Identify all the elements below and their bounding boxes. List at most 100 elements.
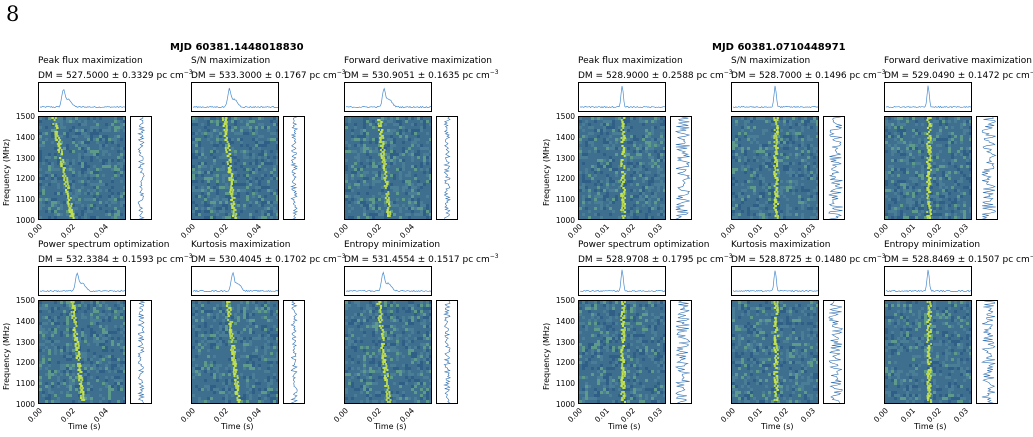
waterfall bbox=[344, 116, 432, 220]
y-tick-label: 1500 bbox=[15, 112, 35, 121]
subplot-panel: Peak flux maximization DM = 527.5000 ± 0.… bbox=[2, 56, 193, 240]
waterfall bbox=[191, 300, 279, 404]
x-tick-label: 0.01 bbox=[745, 222, 764, 241]
panel-title: S/N maximization DM = 533.3000 ± 0.1767 p… bbox=[191, 56, 346, 82]
profile-line bbox=[732, 270, 818, 293]
spectrum-line bbox=[981, 117, 997, 219]
group-title: MJD 60381.1448018830 bbox=[170, 42, 304, 53]
dm-value: DM = 528.9708 ± 0.1795 pc cm−3 bbox=[578, 251, 733, 266]
subplot-panel: Entropy minimization DM = 528.8469 ± 0.15… bbox=[872, 240, 1033, 431]
x-tick-label: 0.04 bbox=[245, 222, 264, 241]
subplot-panel: Power spectrum optimization DM = 528.9708… bbox=[542, 240, 733, 431]
dm-text: DM = 528.9708 ± 0.1795 pc cm bbox=[578, 255, 724, 265]
x-tick-label: 0.03 bbox=[645, 406, 664, 425]
dm-text: DM = 532.3384 ± 0.1593 pc cm bbox=[38, 255, 184, 265]
x-axis-label: Time (s) bbox=[221, 422, 254, 431]
spectrum-line bbox=[137, 301, 146, 403]
dm-value: DM = 530.4045 ± 0.1702 pc cm−3 bbox=[191, 251, 346, 266]
waterfall bbox=[731, 300, 819, 404]
x-tick-label: 0.02 bbox=[365, 222, 384, 241]
subplot-panel: Forward derivative maximization DM = 529.… bbox=[872, 56, 1033, 240]
x-axis-label: Time (s) bbox=[761, 422, 794, 431]
y-tick-label: 1300 bbox=[15, 153, 35, 163]
x-tick-label: 0.02 bbox=[212, 222, 231, 241]
waterfall bbox=[38, 116, 126, 220]
y-tick-label: 1500 bbox=[555, 112, 575, 121]
dm-unit-exponent: −3 bbox=[489, 69, 499, 76]
profile-line bbox=[885, 85, 971, 109]
dm-text: DM = 528.8725 ± 0.1480 pc cm bbox=[731, 255, 877, 265]
y-tick-label: 1000 bbox=[555, 400, 575, 409]
dm-text: DM = 528.9000 ± 0.2588 pc cm bbox=[578, 71, 724, 81]
method-name: Power spectrum optimization bbox=[38, 240, 170, 250]
dm-text: DM = 531.4554 ± 0.1517 pc cm bbox=[344, 255, 490, 265]
x-axis-label: Time (s) bbox=[68, 422, 101, 431]
subplot-panel: S/N maximization DM = 528.7000 ± 0.1496 p… bbox=[719, 56, 885, 240]
subplot-panel: Entropy minimization DM = 531.4554 ± 0.15… bbox=[332, 240, 498, 431]
x-tick-label: 0.03 bbox=[645, 222, 664, 241]
dm-value: DM = 528.9000 ± 0.2588 pc cm−3 bbox=[578, 67, 733, 82]
x-tick-label: 0.02 bbox=[59, 222, 78, 241]
dm-value: DM = 527.5000 ± 0.3329 pc cm−3 bbox=[38, 67, 193, 82]
subplot-panel: Kurtosis maximization DM = 530.4045 ± 0.1… bbox=[179, 240, 345, 431]
method-name: Kurtosis maximization bbox=[191, 240, 291, 250]
spectrum bbox=[130, 116, 152, 220]
method-name: Kurtosis maximization bbox=[731, 240, 831, 250]
y-tick-label: 1100 bbox=[555, 195, 575, 205]
waterfall bbox=[884, 300, 972, 404]
profile-line bbox=[192, 87, 278, 109]
profile-line bbox=[580, 269, 665, 293]
profile-line bbox=[39, 88, 125, 109]
x-tick-label: 0.03 bbox=[951, 406, 970, 425]
panel-title: Power spectrum optimization DM = 528.9708… bbox=[578, 240, 733, 266]
x-tick-label: 0.03 bbox=[798, 222, 817, 241]
y-tick-label: 1000 bbox=[15, 216, 35, 225]
dm-unit-exponent: −3 bbox=[336, 69, 346, 76]
panel-title: Peak flux maximization DM = 528.9000 ± 0.… bbox=[578, 56, 733, 82]
subplot-panel: Forward derivative maximization DM = 530.… bbox=[332, 56, 498, 240]
panel-title: Kurtosis maximization DM = 530.4045 ± 0.1… bbox=[191, 240, 346, 266]
pulse-profile bbox=[344, 82, 432, 112]
method-name: Power spectrum optimization bbox=[578, 240, 710, 250]
dm-value: DM = 528.7000 ± 0.1496 pc cm−3 bbox=[731, 67, 886, 82]
spectrum-line bbox=[981, 301, 996, 403]
dm-text: DM = 528.7000 ± 0.1496 pc cm bbox=[731, 71, 877, 81]
pulse-profile bbox=[38, 82, 126, 112]
panel-title: Peak flux maximization DM = 527.5000 ± 0.… bbox=[38, 56, 193, 82]
x-tick-label: 0.04 bbox=[398, 222, 417, 241]
panel-title: Entropy minimization DM = 531.4554 ± 0.15… bbox=[344, 240, 499, 266]
profile-line bbox=[732, 85, 818, 109]
dm-unit-exponent: −3 bbox=[723, 69, 733, 76]
x-tick-label: 0.03 bbox=[951, 222, 970, 241]
dm-text: DM = 533.3000 ± 0.1767 pc cm bbox=[191, 71, 337, 81]
panel-title: Forward derivative maximization DM = 530.… bbox=[344, 56, 499, 82]
waterfall bbox=[731, 116, 819, 220]
spectrum bbox=[436, 116, 458, 220]
y-axis-label: Frequency (MHz) bbox=[2, 322, 11, 390]
spectrum bbox=[130, 300, 152, 404]
y-tick-label: 1400 bbox=[15, 316, 35, 326]
pulse-profile bbox=[191, 82, 279, 112]
page-number: 8 bbox=[6, 2, 20, 26]
method-name: S/N maximization bbox=[191, 56, 271, 66]
x-tick-label: 0.02 bbox=[772, 222, 791, 241]
panel-title: Power spectrum optimization DM = 532.3384… bbox=[38, 240, 193, 266]
profile-line bbox=[345, 87, 431, 109]
y-tick-label: 1200 bbox=[555, 174, 575, 184]
dm-value: DM = 528.8725 ± 0.1480 pc cm−3 bbox=[731, 251, 886, 266]
method-name: Forward derivative maximization bbox=[884, 56, 1032, 66]
method-name: Peak flux maximization bbox=[578, 56, 683, 66]
spectrum-line bbox=[828, 301, 843, 403]
y-tick-label: 1200 bbox=[555, 358, 575, 368]
waterfall bbox=[38, 300, 126, 404]
spectrum-line bbox=[290, 301, 298, 403]
spectrum bbox=[436, 300, 458, 404]
dm-unit-exponent: −3 bbox=[336, 253, 346, 260]
dm-unit-exponent: −3 bbox=[1029, 69, 1033, 76]
spectrum bbox=[823, 300, 845, 404]
y-tick-label: 1100 bbox=[15, 379, 35, 389]
spectrum-line bbox=[137, 117, 146, 219]
x-tick-label: 0.02 bbox=[619, 222, 638, 241]
spectrum bbox=[976, 300, 998, 404]
y-tick-label: 1200 bbox=[15, 358, 35, 368]
